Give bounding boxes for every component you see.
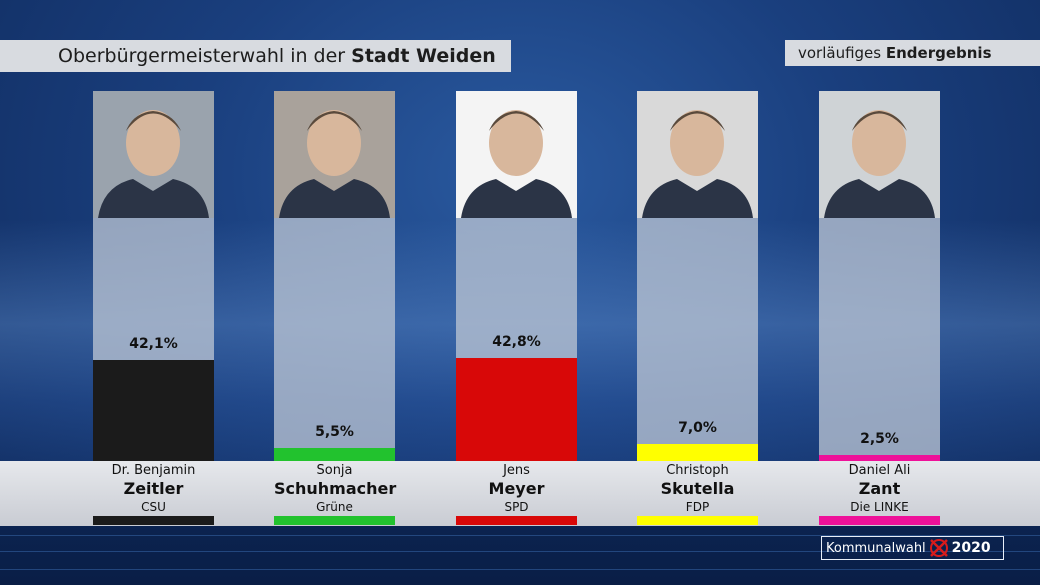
column-background — [637, 218, 758, 461]
candidate-party: CSU — [141, 500, 166, 514]
party-color-bar — [93, 516, 214, 525]
person-icon — [824, 110, 935, 218]
percentage-label: 2,5% — [860, 431, 899, 447]
result-bar — [637, 444, 758, 461]
candidate-name: Christoph Skutella FDP — [637, 463, 758, 515]
candidate-last-name: Meyer — [488, 479, 545, 498]
page-title: Oberbürgermeisterwahl in der Stadt Weide… — [58, 45, 496, 67]
candidate-last-name: Skutella — [660, 479, 735, 498]
candidate-photo — [456, 91, 577, 218]
title-box: Oberbürgermeisterwahl in der Stadt Weide… — [0, 40, 511, 72]
party-color-bar — [274, 516, 395, 525]
ballot-cross-icon — [929, 539, 948, 557]
party-color-bar — [456, 516, 577, 525]
election-year: 2020 — [951, 540, 991, 556]
percentage-label: 42,8% — [492, 334, 541, 351]
background-floor — [0, 525, 1040, 585]
candidate-name: Daniel Ali Zant Die LINKE — [819, 463, 940, 515]
column-background — [819, 218, 940, 461]
percentage-label: 7,0% — [678, 420, 717, 437]
person-icon — [642, 110, 753, 218]
election-name: Kommunalwahl — [826, 540, 926, 556]
candidate-party: FDP — [685, 500, 710, 514]
percentage-label: 5,5% — [315, 423, 354, 440]
candidate-name: Dr. Benjamin Zeitler CSU — [93, 463, 214, 515]
person-icon — [461, 110, 572, 218]
candidate-first-name: Christoph — [666, 463, 729, 478]
result-bar — [819, 455, 940, 461]
result-bar — [456, 358, 577, 461]
candidate-party: SPD — [504, 500, 529, 514]
candidate-photo — [637, 91, 758, 218]
candidate-name: Sonja Schuhmacher Grüne — [274, 463, 397, 515]
column-background — [274, 218, 395, 461]
person-icon — [98, 110, 209, 218]
result-status: vorläufiges Endergebnis — [798, 44, 992, 62]
candidate-photo — [819, 91, 940, 218]
candidate-first-name: Sonja — [316, 463, 353, 478]
status-box: vorläufiges Endergebnis — [785, 40, 1040, 66]
candidate-last-name: Zant — [858, 479, 901, 498]
party-color-bar — [819, 516, 940, 525]
candidate-photo — [274, 91, 395, 218]
candidate-photo — [93, 91, 214, 218]
candidate-name: Jens Meyer SPD — [456, 463, 577, 515]
person-icon — [279, 110, 390, 218]
candidate-last-name: Schuhmacher — [274, 479, 397, 498]
party-color-bar — [637, 516, 758, 525]
candidate-first-name: Daniel Ali — [848, 463, 911, 478]
candidate-party: Grüne — [316, 500, 353, 514]
candidate-label-band — [0, 461, 1040, 526]
candidate-party: Die LINKE — [850, 500, 909, 514]
candidate-first-name: Dr. Benjamin — [111, 463, 196, 478]
candidate-first-name: Jens — [503, 463, 530, 478]
result-bar — [274, 447, 395, 461]
election-logo: Kommunalwahl 2020 — [821, 536, 1004, 560]
result-bar — [93, 359, 214, 461]
percentage-label: 42,1% — [129, 335, 178, 352]
candidate-last-name: Zeitler — [123, 479, 184, 498]
